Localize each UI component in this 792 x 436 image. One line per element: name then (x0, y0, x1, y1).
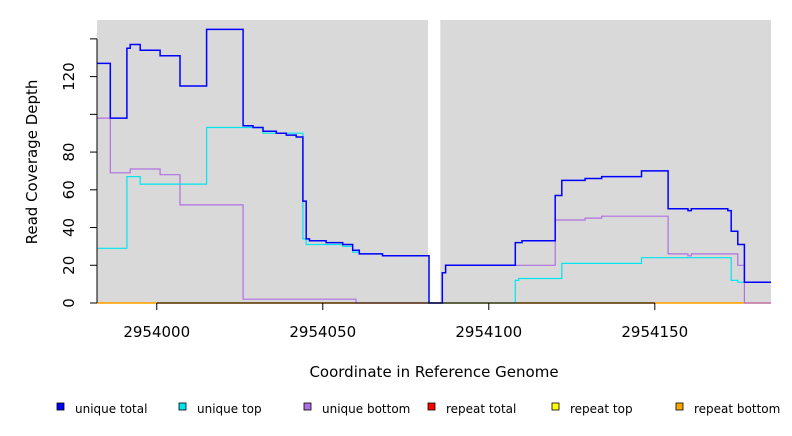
x-axis: 2954000 2954050 2954100 2954150 (123, 302, 688, 341)
x-tick-label: 2954150 (621, 323, 688, 341)
x-tick-label: 2954000 (123, 323, 190, 341)
x-tick-label: 2954100 (455, 323, 522, 341)
legend-label: unique bottom (322, 402, 410, 416)
x-axis-label: Coordinate in Reference Genome (309, 363, 558, 381)
series-unique-total (97, 28, 771, 304)
legend-swatch (551, 402, 560, 411)
plot-gap (428, 20, 441, 303)
legend-swatch (427, 402, 436, 411)
legend-swatch (675, 402, 684, 411)
legend-swatch (178, 402, 187, 411)
y-tick-label: 60 (60, 180, 78, 199)
y-tick-label: 120 (60, 62, 78, 91)
y-tick-label: 80 (60, 143, 78, 162)
legend: unique total unique top unique bottom repea… (56, 402, 780, 416)
y-tick-label: 20 (60, 256, 78, 275)
y-tick-label: 0 (60, 298, 78, 308)
legend-label: repeat bottom (694, 402, 780, 416)
y-axis-label: Read Coverage Depth (23, 80, 41, 245)
legend-label: unique top (197, 402, 262, 416)
legend-label: repeat top (570, 402, 633, 416)
y-axis: 0 20 40 60 80 120 (60, 38, 98, 308)
legend-label: unique total (75, 402, 147, 416)
x-tick-label: 2954050 (289, 323, 356, 341)
legend-swatch (56, 402, 65, 411)
y-tick-label: 40 (60, 218, 78, 237)
legend-label: repeat total (446, 402, 516, 416)
legend-swatch (303, 402, 312, 411)
